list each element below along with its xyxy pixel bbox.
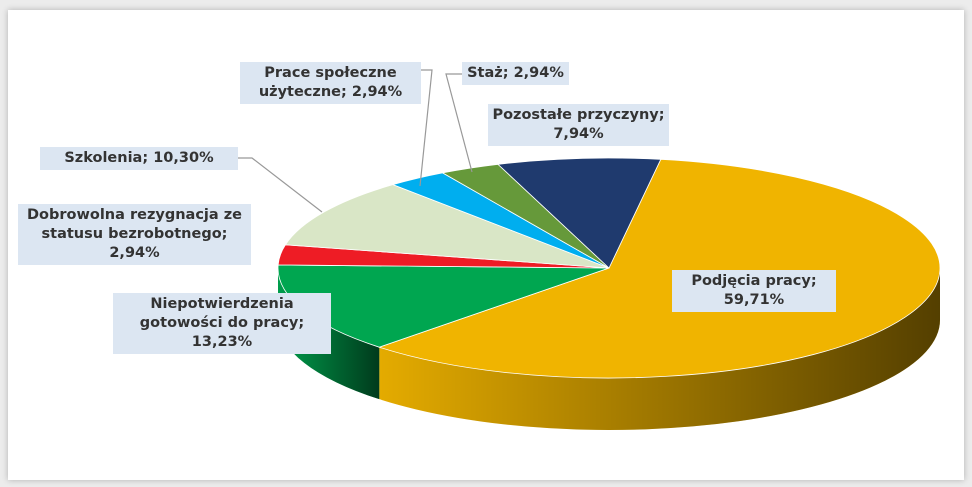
leader-line [419,69,433,187]
pie [277,157,941,430]
slice [497,157,662,269]
label-separator: ; [810,273,817,289]
label-value: 10,30% [153,150,214,166]
label-value: 2,94% [513,65,564,81]
label-category: Podjęcia pracy [691,273,811,289]
leader-line [238,157,323,213]
label-value: 7,94% [553,126,604,142]
label-separator: ; [142,150,149,166]
data-label: Niepotwierdzenia gotowości do pracy; 13,… [113,293,331,354]
label-category: Pozostałe przyczyny [492,107,659,123]
leader-line [445,73,473,173]
label-value: 13,23% [191,334,253,350]
data-label: Prace społeczne użyteczne; 2,94% [240,62,421,104]
data-label: Szkolenia; 10,30% [40,147,238,170]
label-category: Staż [467,65,503,81]
label-value: 59,71% [723,292,785,308]
side-shade [379,268,941,430]
leader-lines [238,69,473,213]
label-separator: ; [298,315,305,331]
label-category: Szkolenia [64,150,143,166]
data-label: Dobrowolna rezygnacja ze statusu bezrobo… [18,204,251,265]
label-value: 2,94% [351,84,403,100]
label-separator: ; [340,84,347,100]
data-label: Staż; 2,94% [462,62,569,85]
data-label: Podjęcia pracy; 59,71% [672,270,836,312]
label-category: Prace społeczne użyteczne [258,65,397,100]
data-label: Pozostałe przyczyny; 7,94% [488,104,669,146]
slice [377,158,941,379]
label-category: Niepotwierdzenia gotowości do pracy [139,296,299,331]
slice [284,184,610,269]
label-separator: ; [221,226,228,242]
label-value: 2,94% [109,245,160,261]
label-separator: ; [658,107,665,123]
label-category: Dobrowolna rezygnacja ze statusu bezrobo… [26,207,242,242]
label-separator: ; [502,65,509,81]
